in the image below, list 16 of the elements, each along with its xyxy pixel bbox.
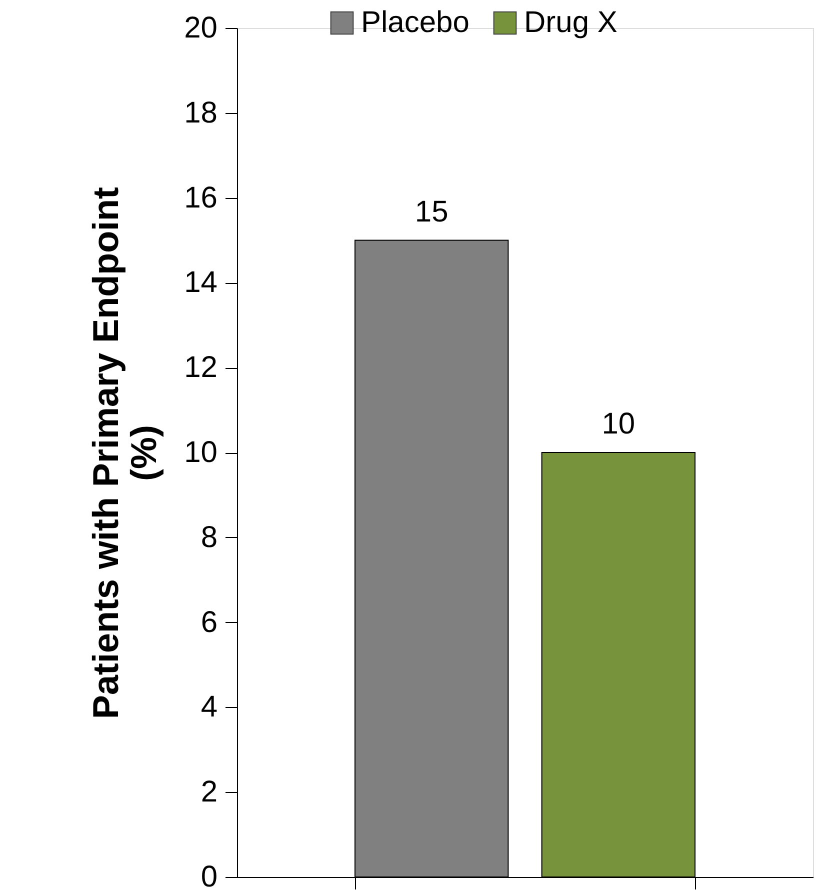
- legend-label: Placebo: [361, 6, 470, 39]
- data-label: 15: [414, 195, 448, 228]
- y-tick-label: 4: [200, 690, 218, 724]
- y-tick-label: 8: [200, 520, 218, 554]
- y-tick-label: 12: [184, 351, 218, 384]
- y-axis-title: Patients with Primary Endpoint (%): [85, 186, 164, 720]
- y-tick-label: 6: [200, 606, 218, 639]
- y-tick-label: 20: [184, 12, 218, 44]
- data-label: 10: [602, 408, 636, 440]
- legend-label: Drug X: [524, 6, 618, 39]
- y-tick-label: 18: [184, 96, 218, 130]
- y-tick-label: 2: [200, 776, 218, 809]
- y-tick-label: 16: [184, 181, 218, 214]
- y-tick-label: 10: [184, 436, 218, 469]
- y-tick-label: 14: [184, 266, 218, 300]
- y-tick-label: 0: [200, 860, 218, 890]
